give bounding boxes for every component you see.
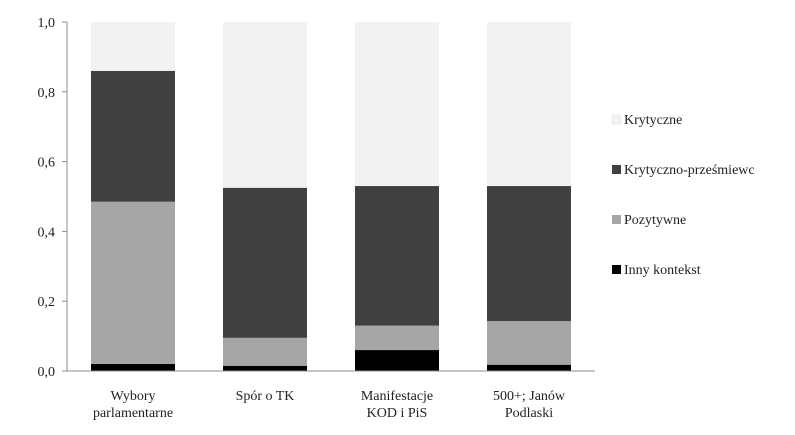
y-tick-label: 0,8 [38,86,56,101]
bar-segment [223,365,307,371]
x-tick-label: Spór o TK [236,389,295,404]
y-tick-label: 0,4 [38,225,56,240]
bar-segment [487,22,571,187]
bar-segment [487,186,571,322]
bar-segment [223,337,307,366]
x-tick-label-line: KOD i PiS [367,406,428,421]
bar-segment [355,22,439,187]
legend-swatch [612,215,621,224]
legend-swatch [612,265,621,274]
bar-segment [487,321,571,365]
y-tick-label: 0,0 [38,365,56,380]
bar-segment [91,70,175,202]
bar-segment [223,22,307,188]
bar-segment [487,364,571,371]
legend-swatch [612,165,621,174]
legend-label: Krytyczne [624,113,682,128]
bar-segment [91,364,175,371]
x-tick-label: Manifestacje KOD i PiS [361,389,433,421]
legend: Krytyczne Krytyczno-prześmiewc Pozytywne In… [611,113,755,278]
x-tick-label: 500+; Janów Podlaski [493,389,566,421]
legend-label: Pozytywne [624,213,686,228]
legend-label: Krytyczno-prześmiewc [624,163,755,178]
bar-segment [91,201,175,365]
x-tick-label-line: parlamentarne [93,406,173,421]
x-tick-label-line: 500+; Janów [493,389,566,404]
bar-segment [355,186,439,326]
x-tick-label-line: Podlaski [505,406,553,421]
bar-segment [355,350,439,371]
x-tick-label-line: Wybory [110,389,155,404]
x-axis: Wybory parlamentarne Spór o TK Manifestacje… [67,370,595,421]
y-tick-label: 1,0 [38,16,56,31]
x-tick-label: Wybory parlamentarne [93,389,173,421]
bar-segment [223,187,307,338]
bar-segment [91,22,175,71]
x-tick-label-line: Spór o TK [236,389,295,404]
y-tick-label: 0,6 [38,156,56,171]
y-tick-label: 0,2 [38,295,56,310]
y-axis: 0,0 0,2 0,4 0,6 0,8 1,0 [38,16,68,380]
legend-label: Inny kontekst [624,263,701,278]
bar-segment [355,325,439,351]
x-tick-label-line: Manifestacje [361,389,433,404]
legend-swatch [611,114,622,125]
bars-group [91,22,571,371]
